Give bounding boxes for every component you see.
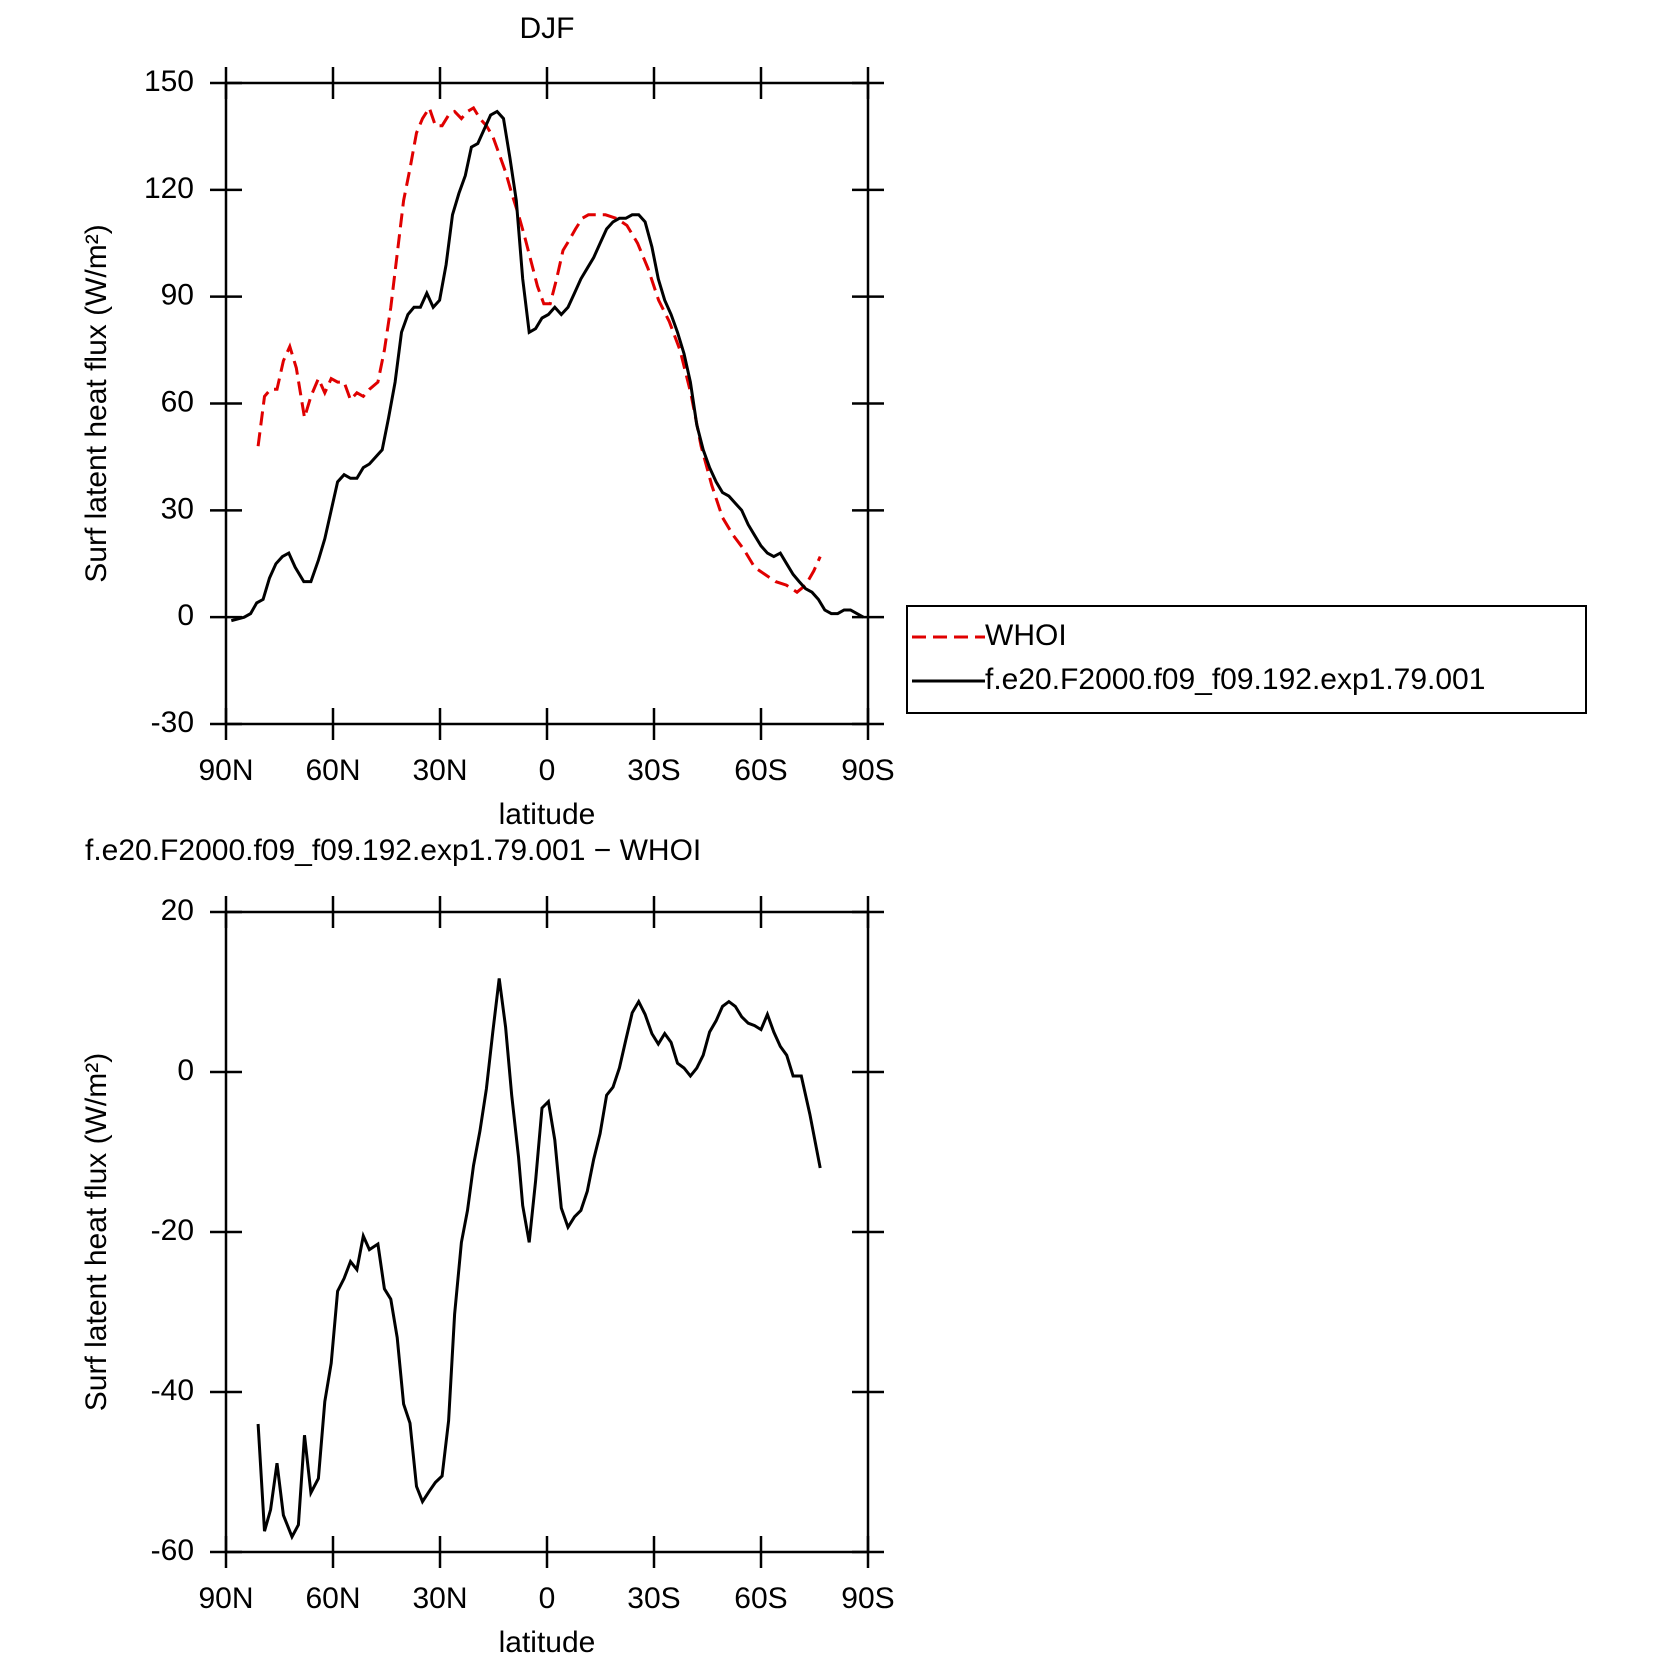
y-tick-label: -60	[151, 1534, 194, 1567]
x-tick-label: 90N	[198, 754, 253, 787]
x-tick-label: 0	[539, 754, 556, 787]
x-tick-label: 30S	[627, 754, 680, 787]
x-tick-label: 60S	[734, 754, 787, 787]
y-tick-label: 30	[161, 492, 194, 525]
y-tick-label: 60	[161, 385, 194, 418]
x-tick-label: 60N	[305, 1582, 360, 1615]
y-tick-label: 150	[144, 65, 194, 98]
y-axis-label: Surf latent heat flux (W/m²)	[80, 224, 113, 582]
x-axis-label: latitude	[499, 798, 596, 831]
y-tick-label: 20	[161, 894, 194, 927]
chart-title: DJF	[520, 12, 575, 45]
x-tick-label: 30S	[627, 1582, 680, 1615]
x-tick-label: 90S	[841, 754, 894, 787]
y-axis-label: Surf latent heat flux (W/m²)	[80, 1053, 113, 1411]
x-tick-label: 60N	[305, 754, 360, 787]
x-axis-label: latitude	[499, 1626, 596, 1658]
y-tick-label: 0	[177, 1054, 194, 1087]
x-tick-label: 30N	[412, 754, 467, 787]
y-tick-label: 120	[144, 172, 194, 205]
legend-box	[906, 605, 1587, 714]
x-tick-label: 30N	[412, 1582, 467, 1615]
y-tick-label: -40	[151, 1374, 194, 1407]
x-tick-label: 60S	[734, 1582, 787, 1615]
y-tick-label: -20	[151, 1214, 194, 1247]
y-tick-label: -30	[151, 706, 194, 739]
legend-label: f.e20.F2000.f09_f09.192.exp1.79.001	[985, 663, 1485, 696]
x-tick-label: 90S	[841, 1582, 894, 1615]
data-line	[256, 978, 822, 1541]
data-line	[230, 109, 865, 623]
x-tick-label: 90N	[198, 1582, 253, 1615]
legend-label: WHOI	[985, 619, 1067, 652]
x-tick-label: 0	[539, 1582, 556, 1615]
chart-title: f.e20.F2000.f09_f09.192.exp1.79.001 − WH…	[85, 834, 701, 867]
y-tick-label: 90	[161, 279, 194, 312]
y-tick-label: 0	[177, 599, 194, 632]
